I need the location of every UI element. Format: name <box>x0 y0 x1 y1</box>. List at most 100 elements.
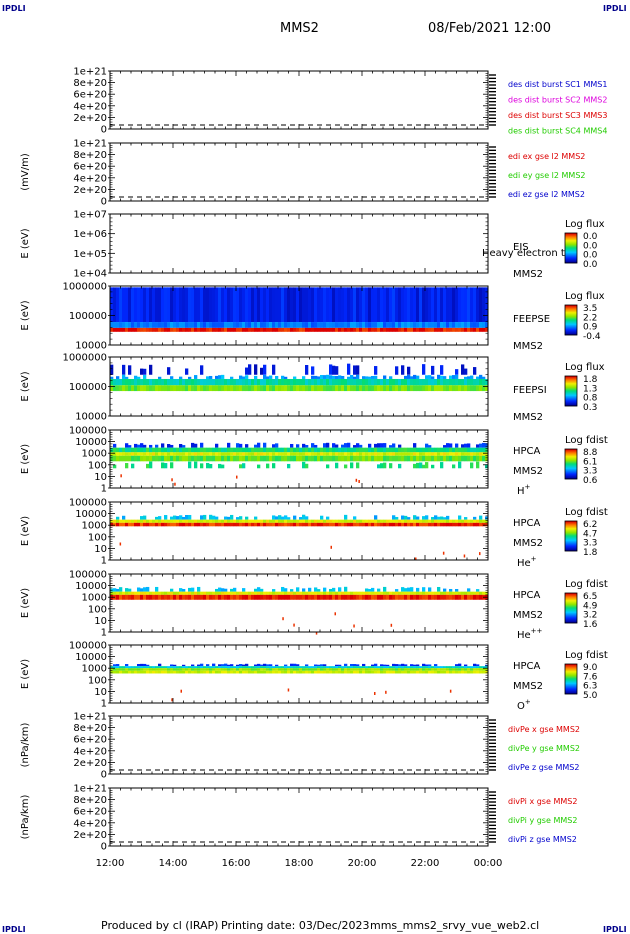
spectrogram-cell <box>182 447 186 453</box>
spectrogram-cell <box>338 447 342 453</box>
spectrogram-cell <box>332 385 336 392</box>
spectrogram-cell <box>356 670 360 674</box>
spectrogram-cell <box>338 668 342 671</box>
spectrogram-cell <box>299 670 303 674</box>
spectrogram-cell <box>230 378 234 386</box>
spectrogram-cell <box>155 670 159 674</box>
spectrogram-cell <box>167 594 171 600</box>
colorbar-segment <box>565 469 577 471</box>
corner-mark-bottom-left: IPDLI <box>2 925 26 934</box>
spectrogram-cell <box>188 322 192 328</box>
spectrogram-cell <box>368 670 372 674</box>
spectrogram-cell <box>200 455 204 462</box>
spectrogram-cell <box>173 670 177 674</box>
spectrogram-cell <box>266 447 270 453</box>
spectrogram-cell <box>143 587 147 592</box>
spectrogram-cell <box>344 514 348 520</box>
spectrogram-cell <box>410 594 414 600</box>
colorbar-segment <box>565 529 577 531</box>
spectrogram-cell <box>227 327 231 332</box>
spectrogram-cell <box>245 591 249 595</box>
spectrogram-cell <box>335 366 339 375</box>
spectrogram-cell <box>227 287 231 323</box>
spectrogram-cell <box>341 287 345 323</box>
spectrogram-cell <box>413 594 417 600</box>
spectrogram-cell <box>308 447 312 453</box>
spectrogram-cell <box>284 522 288 527</box>
spectrogram-cell <box>317 664 321 667</box>
spectrogram-cell <box>455 668 459 671</box>
spectrogram-cell <box>332 668 336 671</box>
spectrogram-cell <box>134 327 138 332</box>
spectrogram-cell <box>353 670 357 674</box>
spectrogram-cell <box>455 287 459 323</box>
spectrogram-cell <box>455 452 459 456</box>
colorbar-segment <box>565 386 577 388</box>
spectrogram-cell <box>185 368 189 375</box>
spectrogram-cell <box>377 378 381 386</box>
spectrogram-speck <box>334 612 336 616</box>
spectrogram-cell <box>284 594 288 600</box>
spectrogram-cell <box>203 455 207 462</box>
spectrogram-cell <box>368 455 372 462</box>
spectrogram-cell <box>197 666 201 669</box>
spectrogram-cell <box>206 670 210 674</box>
colorbar-label: 3.3 <box>583 539 597 549</box>
spectrogram-cell <box>116 378 120 386</box>
spectrogram-cell <box>239 455 243 462</box>
y-tick-label: 0 <box>101 770 107 781</box>
spectrogram-cell <box>422 668 426 671</box>
spectrogram-cell <box>461 594 465 600</box>
spectrogram-cell <box>137 322 141 328</box>
spectrogram-cell <box>194 385 198 392</box>
spectrogram-cell <box>206 591 210 595</box>
spectrogram-cell <box>137 385 141 392</box>
spectrogram-cell <box>143 444 147 448</box>
spectrogram-cell <box>224 516 228 520</box>
spectrogram-cell <box>278 666 282 669</box>
spectrogram-cell <box>398 455 402 462</box>
spectrogram-cell <box>236 522 240 527</box>
spectrogram-cell <box>353 455 357 462</box>
spectrogram-cell <box>215 519 219 523</box>
spectrogram-cell <box>377 452 381 456</box>
spectrogram-cell <box>290 519 294 523</box>
colorbar-segment <box>565 396 577 398</box>
spectrogram-cell <box>152 287 156 323</box>
spectrogram-cell <box>419 287 423 323</box>
spectrogram-cell <box>428 375 432 379</box>
y-tick-label: 1e+05 <box>73 249 107 260</box>
spectrogram-cell <box>200 378 204 386</box>
spectrogram-cell <box>254 516 258 520</box>
spectrogram-cell <box>326 668 330 671</box>
spectrogram-cell <box>329 447 333 453</box>
spectrogram-cell <box>365 322 369 328</box>
spectrogram-cell <box>458 322 462 328</box>
spectrogram-cell <box>467 287 471 323</box>
spectrogram-cell <box>125 322 129 328</box>
spectrogram-cell <box>167 666 171 669</box>
spectrogram-cell <box>305 327 309 332</box>
spectrogram-cell <box>206 664 210 667</box>
spacecraft-label: MMS2 <box>513 269 543 280</box>
spectrogram-cell <box>335 452 339 456</box>
spectrogram-cell <box>440 322 444 328</box>
spectrogram-cell <box>191 322 195 328</box>
spectrogram-cell <box>344 519 348 523</box>
spectrogram-cell <box>344 452 348 456</box>
spectrogram-cell <box>404 287 408 323</box>
spectrogram-cell <box>209 327 213 332</box>
spectrogram-cell <box>233 455 237 462</box>
spectrogram-cell <box>446 455 450 462</box>
spectrogram-cell <box>419 327 423 332</box>
spectrogram-cell <box>317 378 321 386</box>
spectrogram-cell <box>206 378 210 386</box>
spectrogram-cell <box>461 385 465 392</box>
colorbar-segment <box>565 610 577 612</box>
spectrogram-cell <box>437 594 441 600</box>
spectrogram-cell <box>155 322 159 328</box>
spectrogram-cell <box>272 670 276 674</box>
spectrogram-cell <box>428 452 432 456</box>
spectrogram-cell <box>203 385 207 392</box>
